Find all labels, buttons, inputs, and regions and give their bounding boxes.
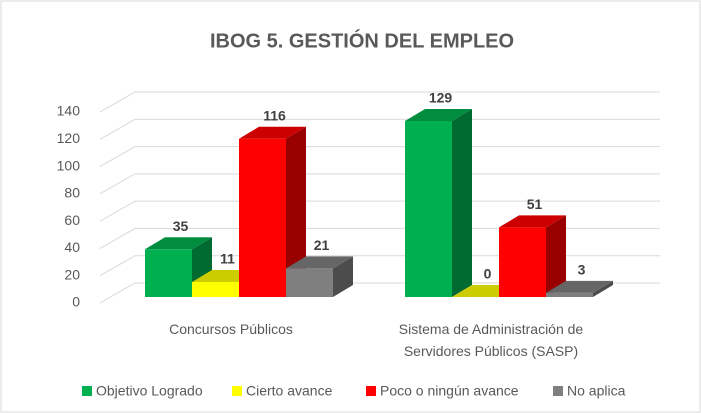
legend-label: Cierto avance	[246, 383, 333, 399]
grid-line	[99, 173, 660, 195]
data-label: 129	[429, 90, 453, 106]
bar-face	[452, 109, 472, 297]
bar-face	[239, 138, 286, 297]
x-tick-label: Sistema de Administración de Servidores …	[398, 321, 584, 359]
chart-title: IBOG 5. GESTIÓN DEL EMPLEO	[210, 28, 514, 52]
grid-line	[99, 91, 660, 113]
bar-face	[499, 227, 546, 297]
data-label: 51	[527, 196, 543, 212]
y-tick-label: 100	[57, 157, 81, 173]
y-tick-label: 0	[72, 294, 80, 310]
y-tick-label: 140	[57, 103, 81, 119]
y-tick-label: 80	[64, 185, 80, 201]
bar-face	[546, 215, 566, 297]
bar-face	[286, 126, 306, 297]
bar-face	[286, 256, 353, 269]
legend-swatch	[366, 386, 376, 396]
grid-line	[99, 255, 660, 277]
legend-label: Poco o ningún avance	[380, 383, 519, 399]
grid-line	[99, 282, 660, 304]
bar	[546, 280, 613, 297]
legend-label: Objetivo Logrado	[96, 383, 203, 399]
y-tick-label: 40	[64, 239, 80, 255]
bar-face	[145, 249, 192, 297]
bar	[239, 126, 306, 297]
bar-face	[499, 215, 566, 228]
bar-face	[286, 268, 333, 297]
x-tick-label: Concursos Públicos	[169, 321, 293, 337]
legend-swatch	[553, 386, 563, 396]
grid-line	[99, 118, 660, 140]
bar-face	[192, 281, 239, 297]
bar-face	[405, 109, 472, 122]
y-tick-label: 120	[57, 130, 81, 146]
bar-face	[145, 237, 212, 250]
data-label: 21	[314, 237, 330, 253]
data-label: 35	[173, 218, 189, 234]
data-label: 11	[220, 251, 235, 267]
grid-line	[99, 146, 660, 168]
bar-face	[333, 256, 353, 297]
grid-line	[99, 227, 660, 249]
bar-face	[546, 292, 593, 297]
y-tick-label: 60	[64, 212, 80, 228]
bar-face	[239, 126, 306, 139]
bar-face	[593, 280, 613, 297]
bar-face	[405, 121, 452, 297]
data-label: 116	[263, 107, 286, 123]
data-label: 3	[578, 262, 586, 278]
bar	[286, 256, 353, 297]
bar	[405, 109, 472, 297]
data-label: 0	[484, 266, 492, 282]
legend-label: No aplica	[567, 383, 626, 399]
bar-face	[546, 280, 613, 293]
y-tick-label: 20	[64, 266, 80, 282]
legend-swatch	[82, 386, 92, 396]
legend-swatch	[232, 386, 242, 396]
bar	[499, 215, 566, 297]
grid-line	[99, 200, 660, 222]
